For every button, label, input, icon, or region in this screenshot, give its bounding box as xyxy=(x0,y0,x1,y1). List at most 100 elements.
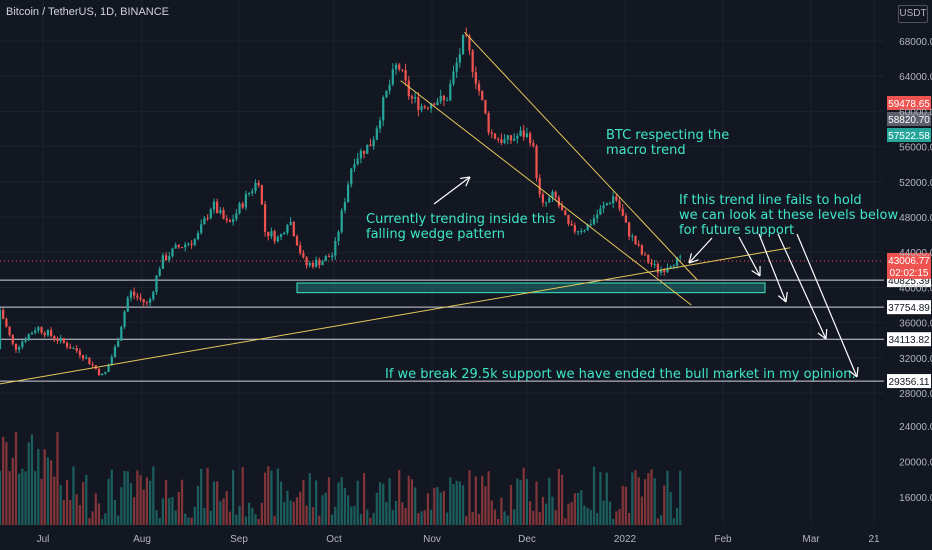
candle-body xyxy=(235,213,238,220)
volume-bar xyxy=(209,510,212,525)
candle-body xyxy=(88,357,91,365)
candle-body xyxy=(133,291,136,296)
currency-unit-badge[interactable]: USDT xyxy=(898,5,928,23)
arrow-shaft xyxy=(688,237,713,264)
candle-body xyxy=(216,201,219,213)
candle-body xyxy=(583,230,586,232)
candle-body xyxy=(612,196,615,204)
candle-body xyxy=(69,347,72,349)
candle-body xyxy=(91,364,94,366)
volume-bar xyxy=(219,501,222,525)
volume-bar xyxy=(471,512,474,525)
volume-bar xyxy=(615,511,618,525)
time-axis: Jul Aug Sep Oct Nov Dec 2022 Feb Mar 21 xyxy=(37,534,880,545)
candle-body xyxy=(346,184,350,203)
volume-bar xyxy=(640,496,644,525)
candle-body xyxy=(34,330,37,333)
volume-bar xyxy=(570,502,573,525)
volume-bar xyxy=(305,505,308,525)
time-tick-label: Aug xyxy=(133,534,151,545)
volume-bar xyxy=(474,476,477,525)
volume-bar xyxy=(91,511,94,525)
candle-body xyxy=(104,371,107,374)
volume-bar xyxy=(602,500,605,525)
time-tick-label: Dec xyxy=(518,534,536,545)
volume-bar xyxy=(110,469,113,525)
candle-body xyxy=(621,208,624,216)
candle-body xyxy=(497,138,500,140)
candle-body xyxy=(624,215,628,223)
volume-bar xyxy=(679,470,682,525)
support-level-label: 34113.82 xyxy=(889,335,930,346)
volume-bar xyxy=(43,449,46,525)
volume-bar xyxy=(193,506,196,525)
candle-body xyxy=(631,235,634,237)
volume-bar xyxy=(56,432,59,525)
candle-body xyxy=(500,139,503,144)
candle-body xyxy=(18,346,21,350)
volume-bar xyxy=(142,489,145,525)
volume-bar xyxy=(94,493,97,525)
candle-body xyxy=(174,245,177,249)
volume-bar xyxy=(359,514,362,525)
volume-bar xyxy=(276,468,279,525)
candle-body xyxy=(30,332,34,335)
volume-bar xyxy=(273,515,276,525)
candle-body xyxy=(40,327,43,333)
annotation-fail-line-2: we can look at these levels below xyxy=(679,208,899,223)
candle-body xyxy=(8,326,11,335)
annotation-arrows xyxy=(433,176,859,378)
volume-bar xyxy=(11,457,14,525)
candle-body xyxy=(506,135,509,140)
volume-bar xyxy=(18,473,21,525)
volume-bar xyxy=(40,478,43,525)
annotation-fail-line-1: If this trend line fails to hold xyxy=(679,193,862,208)
candle-body xyxy=(567,214,570,224)
price-candles xyxy=(0,27,682,376)
arrow-shaft xyxy=(777,233,827,340)
candle-body xyxy=(251,191,254,194)
volume-bar xyxy=(407,475,410,525)
volume-bar xyxy=(557,468,560,525)
candle-body xyxy=(247,193,251,195)
volume-bar xyxy=(34,471,37,525)
candle-body xyxy=(136,295,139,298)
volume-bar xyxy=(184,513,187,525)
volume-bar xyxy=(27,442,30,525)
candle-body xyxy=(541,194,545,203)
volume-bar xyxy=(69,500,72,525)
volume-bar xyxy=(81,482,85,525)
volume-bar xyxy=(8,471,11,525)
arrow-head xyxy=(777,295,787,303)
candle-body xyxy=(672,265,675,267)
arrow-head xyxy=(751,270,761,277)
price-tick-label: 48000.00 xyxy=(899,213,932,224)
candle-body xyxy=(430,103,433,109)
volume-bar xyxy=(129,483,133,525)
volume-bar xyxy=(168,498,171,525)
candle-body xyxy=(206,217,209,219)
candle-body xyxy=(372,139,375,147)
volume-bar xyxy=(541,496,545,525)
price-tick-label: 68000.00 xyxy=(899,37,932,48)
candle-body xyxy=(14,343,18,350)
candle-body xyxy=(308,262,311,266)
volume-bar xyxy=(586,507,589,525)
candle-body xyxy=(5,318,8,327)
annotation-wedge-line-1: Currently trending inside this xyxy=(366,212,556,227)
candle-body xyxy=(203,217,206,225)
volume-bar xyxy=(519,480,522,525)
annotation-macro-line-1: BTC respecting the xyxy=(606,128,730,143)
candle-body xyxy=(529,133,532,144)
volume-bar xyxy=(484,486,487,525)
annotation-bull-market-end: If we break 29.5k support we have ended … xyxy=(385,367,856,382)
candle-body xyxy=(257,182,260,186)
candle-body xyxy=(477,83,481,92)
candle-body xyxy=(573,225,576,232)
volume-bar xyxy=(190,517,193,525)
candle-body xyxy=(608,203,612,205)
volume-bar xyxy=(164,479,168,525)
candle-body xyxy=(142,299,145,303)
volume-bar xyxy=(228,511,232,525)
